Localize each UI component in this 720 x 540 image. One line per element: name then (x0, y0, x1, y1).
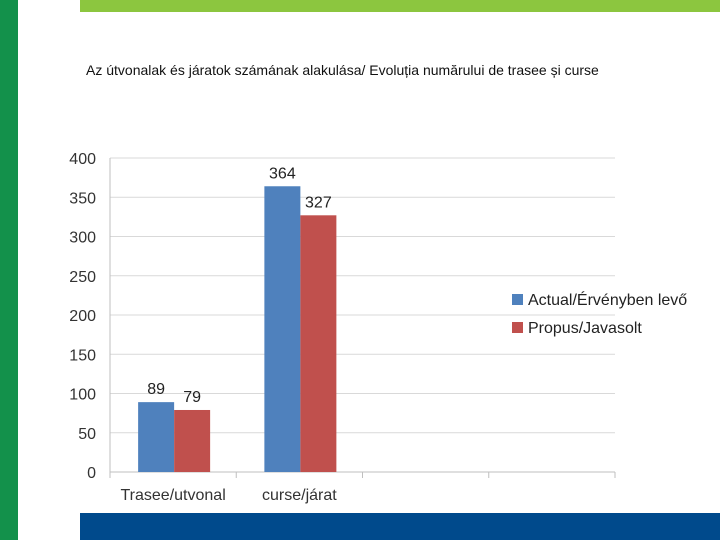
y-tick-label: 350 (69, 190, 96, 207)
y-tick-label: 0 (87, 465, 96, 482)
y-tick-label: 250 (69, 269, 96, 286)
left-accent-bar (0, 0, 18, 540)
slide-title: Az útvonalak és járatok számának alakulá… (86, 62, 599, 78)
legend-swatch (512, 322, 523, 333)
data-label: 79 (183, 389, 201, 406)
top-accent-bar (80, 0, 720, 12)
bar (264, 186, 301, 472)
x-category-label: curse/járat (262, 487, 337, 504)
y-tick-label: 400 (69, 151, 96, 168)
legend-label: Actual/Érvényben levő (528, 290, 687, 309)
bar (138, 402, 175, 472)
y-tick-label: 150 (69, 347, 96, 364)
bar (300, 215, 337, 472)
legend-label: Propus/Javasolt (528, 320, 642, 337)
legend-swatch (512, 294, 523, 305)
data-label: 327 (305, 194, 332, 211)
bar (174, 409, 211, 472)
y-tick-label: 100 (69, 387, 96, 404)
bottom-accent-bar (80, 513, 720, 540)
y-tick-label: 50 (78, 426, 96, 443)
data-label: 364 (269, 165, 296, 182)
y-tick-label: 200 (69, 308, 96, 325)
y-tick-label: 300 (69, 230, 96, 247)
data-label: 89 (147, 381, 165, 398)
x-category-label: Trasee/utvonal (121, 487, 226, 504)
